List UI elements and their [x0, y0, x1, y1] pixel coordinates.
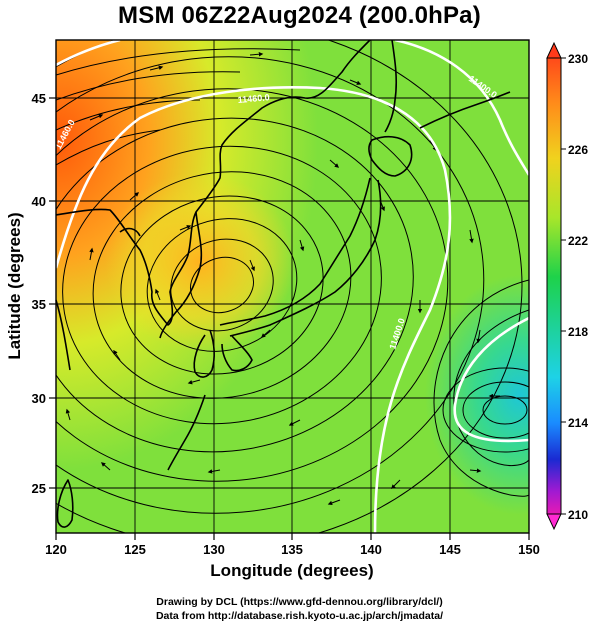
- colorbar-tick-label: 222: [568, 234, 588, 248]
- y-axis-title: Latitude (degrees): [5, 212, 24, 359]
- colorbar-scale: [546, 57, 562, 515]
- tick-marks: [49, 97, 530, 540]
- colorbar-top-arrow: [546, 41, 562, 59]
- coastlines: [55, 39, 511, 528]
- colorbar-tick-label: 210: [568, 508, 588, 522]
- x-tick-label: 135: [281, 542, 303, 557]
- x-tick-label: 120: [45, 542, 67, 557]
- x-tick-label: 150: [518, 542, 540, 557]
- colorbar-tick-label: 230: [568, 52, 588, 66]
- x-tick-label: 145: [439, 542, 461, 557]
- colorbar-bottom-arrow: [546, 513, 562, 531]
- x-tick-label: 125: [124, 542, 146, 557]
- y-tick-label: 25: [32, 481, 46, 496]
- map-title: MSM 06Z22Aug2024 (200.0hPa): [118, 2, 481, 29]
- y-tick-label: 40: [32, 194, 46, 209]
- credit-drawing: Drawing by DCL (https://www.gfd-dennou.o…: [156, 596, 443, 608]
- stream-arrows: [65, 52, 500, 506]
- x-axis-ticks: 120 125 130 135 140 145 150: [45, 542, 540, 557]
- x-tick-label: 140: [360, 542, 382, 557]
- colorbar-tick-label: 226: [568, 143, 588, 157]
- y-tick-label: 30: [32, 391, 46, 406]
- y-tick-label: 45: [32, 91, 46, 106]
- colorbar-tick-label: 214: [568, 416, 588, 430]
- y-tick-label: 35: [32, 297, 46, 312]
- colorbar: 230 226 222 218 214 210: [546, 41, 588, 531]
- cool-anomaly: [56, 40, 529, 533]
- streamlines: [56, 40, 529, 533]
- y-axis-ticks: 25 30 35 40 45: [32, 91, 46, 496]
- x-tick-label: 130: [203, 542, 225, 557]
- credit-data: Data from http://database.rish.kyoto-u.a…: [155, 610, 444, 622]
- x-axis-title: Longitude (degrees): [210, 561, 373, 580]
- contour-label-1: 11460.0: [237, 92, 270, 105]
- colorbar-tick-label: 218: [568, 325, 588, 339]
- height-contours: [56, 40, 529, 533]
